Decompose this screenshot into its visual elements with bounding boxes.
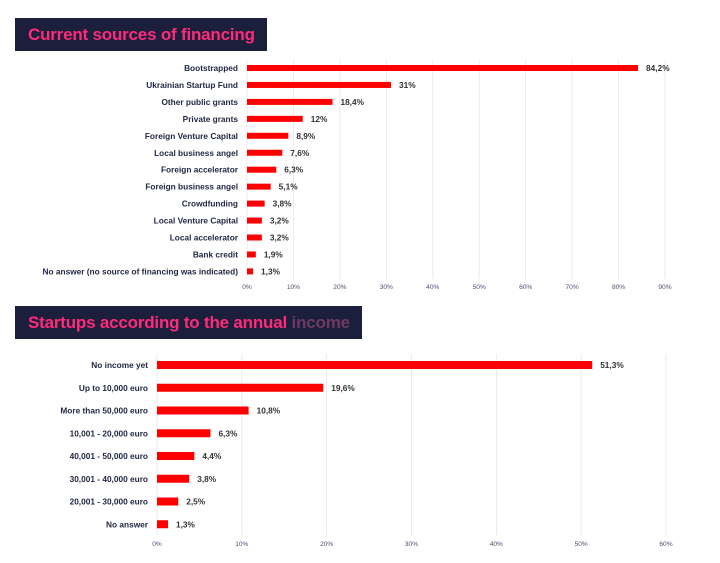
bar	[157, 429, 211, 438]
x-tick-label: 60%	[519, 284, 532, 291]
category-label: Foreign accelerator	[161, 165, 239, 175]
bar	[247, 234, 262, 241]
value-label: 51,3%	[600, 360, 624, 370]
value-label: 1,9%	[264, 249, 284, 259]
x-tick-label: 30%	[380, 284, 393, 291]
bar	[157, 406, 249, 415]
category-label: No income yet	[91, 360, 148, 370]
bar	[247, 115, 303, 122]
category-label: Crowdfunding	[182, 199, 238, 209]
category-label: Local accelerator	[170, 233, 239, 243]
value-label: 5,1%	[279, 182, 299, 192]
bar	[247, 98, 333, 105]
bar	[247, 251, 256, 258]
x-tick-label: 10%	[287, 284, 300, 291]
value-label: 1,3%	[176, 519, 196, 529]
value-label: 12%	[311, 114, 328, 124]
chart-title-text: Startups according to the annual	[28, 313, 292, 332]
category-label: Private grants	[183, 114, 239, 124]
value-label: 3,2%	[270, 216, 290, 226]
bar	[157, 520, 169, 529]
category-label: No answer (no source of financing was in…	[43, 266, 239, 276]
bar	[157, 474, 190, 483]
financing-sources-chart: 0% 10% 20% 30% 40% 50% 60% 70% 80% 90% Bootstrappe…	[43, 60, 672, 291]
category-label: Up to 10,000 euro	[79, 383, 148, 393]
category-label: Ukrainian Startup Fund	[146, 80, 238, 90]
x-tick-label: 50%	[575, 541, 588, 548]
x-tick-label: 50%	[473, 284, 486, 291]
value-label: 3,8%	[273, 199, 293, 209]
bar	[247, 268, 254, 275]
chart-title-text-muted: income	[291, 313, 351, 332]
value-label: 10,8%	[257, 406, 281, 416]
value-label: 84,2%	[646, 63, 670, 73]
x-tick-label: 20%	[320, 541, 333, 548]
x-tick-label: 0%	[152, 541, 162, 548]
value-label: 2,5%	[186, 497, 206, 507]
category-label: Local business angel	[154, 148, 238, 158]
x-tick-label: 40%	[490, 541, 503, 548]
chart-title-financing: Current sources of financing	[15, 18, 267, 51]
x-tick-label: 60%	[659, 541, 672, 548]
value-label: 6,3%	[284, 165, 304, 175]
value-label: 31%	[399, 80, 416, 90]
x-tick-label: 40%	[426, 284, 439, 291]
value-label: 6,3%	[218, 428, 238, 438]
category-label: No answer	[106, 519, 149, 529]
category-label: 40,001 - 50,000 euro	[70, 451, 148, 461]
category-label: 10,001 - 20,000 euro	[70, 428, 148, 438]
value-label: 19,6%	[331, 383, 355, 393]
x-tick-label: 30%	[405, 541, 418, 548]
bar	[247, 81, 391, 88]
category-label: Foreign business angel	[145, 182, 238, 192]
x-tick-label: 20%	[333, 284, 346, 291]
x-tick-label: 10%	[235, 541, 248, 548]
bar	[157, 497, 179, 506]
value-label: 3,2%	[270, 233, 290, 243]
chart-title-income: Startups according to the annual income	[15, 306, 362, 339]
value-label: 7,6%	[290, 148, 310, 158]
value-label: 18,4%	[340, 97, 364, 107]
value-label: 1,3%	[261, 266, 281, 276]
chart-title-text: Current sources of financing	[28, 25, 255, 44]
x-tick-label: 0%	[242, 284, 252, 291]
category-label: 30,001 - 40,000 euro	[70, 474, 148, 484]
bar	[247, 200, 265, 207]
value-label: 3,8%	[197, 474, 217, 484]
bar	[247, 183, 271, 190]
bar	[247, 149, 283, 156]
category-label: More than 50,000 euro	[60, 406, 148, 416]
bar	[157, 361, 593, 369]
x-tick-label: 90%	[658, 284, 671, 291]
category-label: 20,001 - 30,000 euro	[70, 497, 148, 507]
x-tick-label: 70%	[566, 284, 579, 291]
bar	[157, 452, 195, 460]
category-label: Bootstrapped	[184, 63, 238, 73]
x-tick-label: 80%	[612, 284, 625, 291]
category-label: Local Venture Capital	[154, 216, 238, 226]
bar	[247, 217, 262, 224]
category-label: Foreign Venture Capital	[145, 131, 238, 141]
category-label: Other public grants	[161, 97, 238, 107]
bar	[247, 132, 289, 139]
bar	[247, 166, 277, 173]
value-label: 8,9%	[296, 131, 316, 141]
bar	[247, 65, 639, 71]
category-label: Bank credit	[193, 249, 238, 259]
value-label: 4,4%	[202, 451, 222, 461]
bar	[157, 383, 324, 392]
